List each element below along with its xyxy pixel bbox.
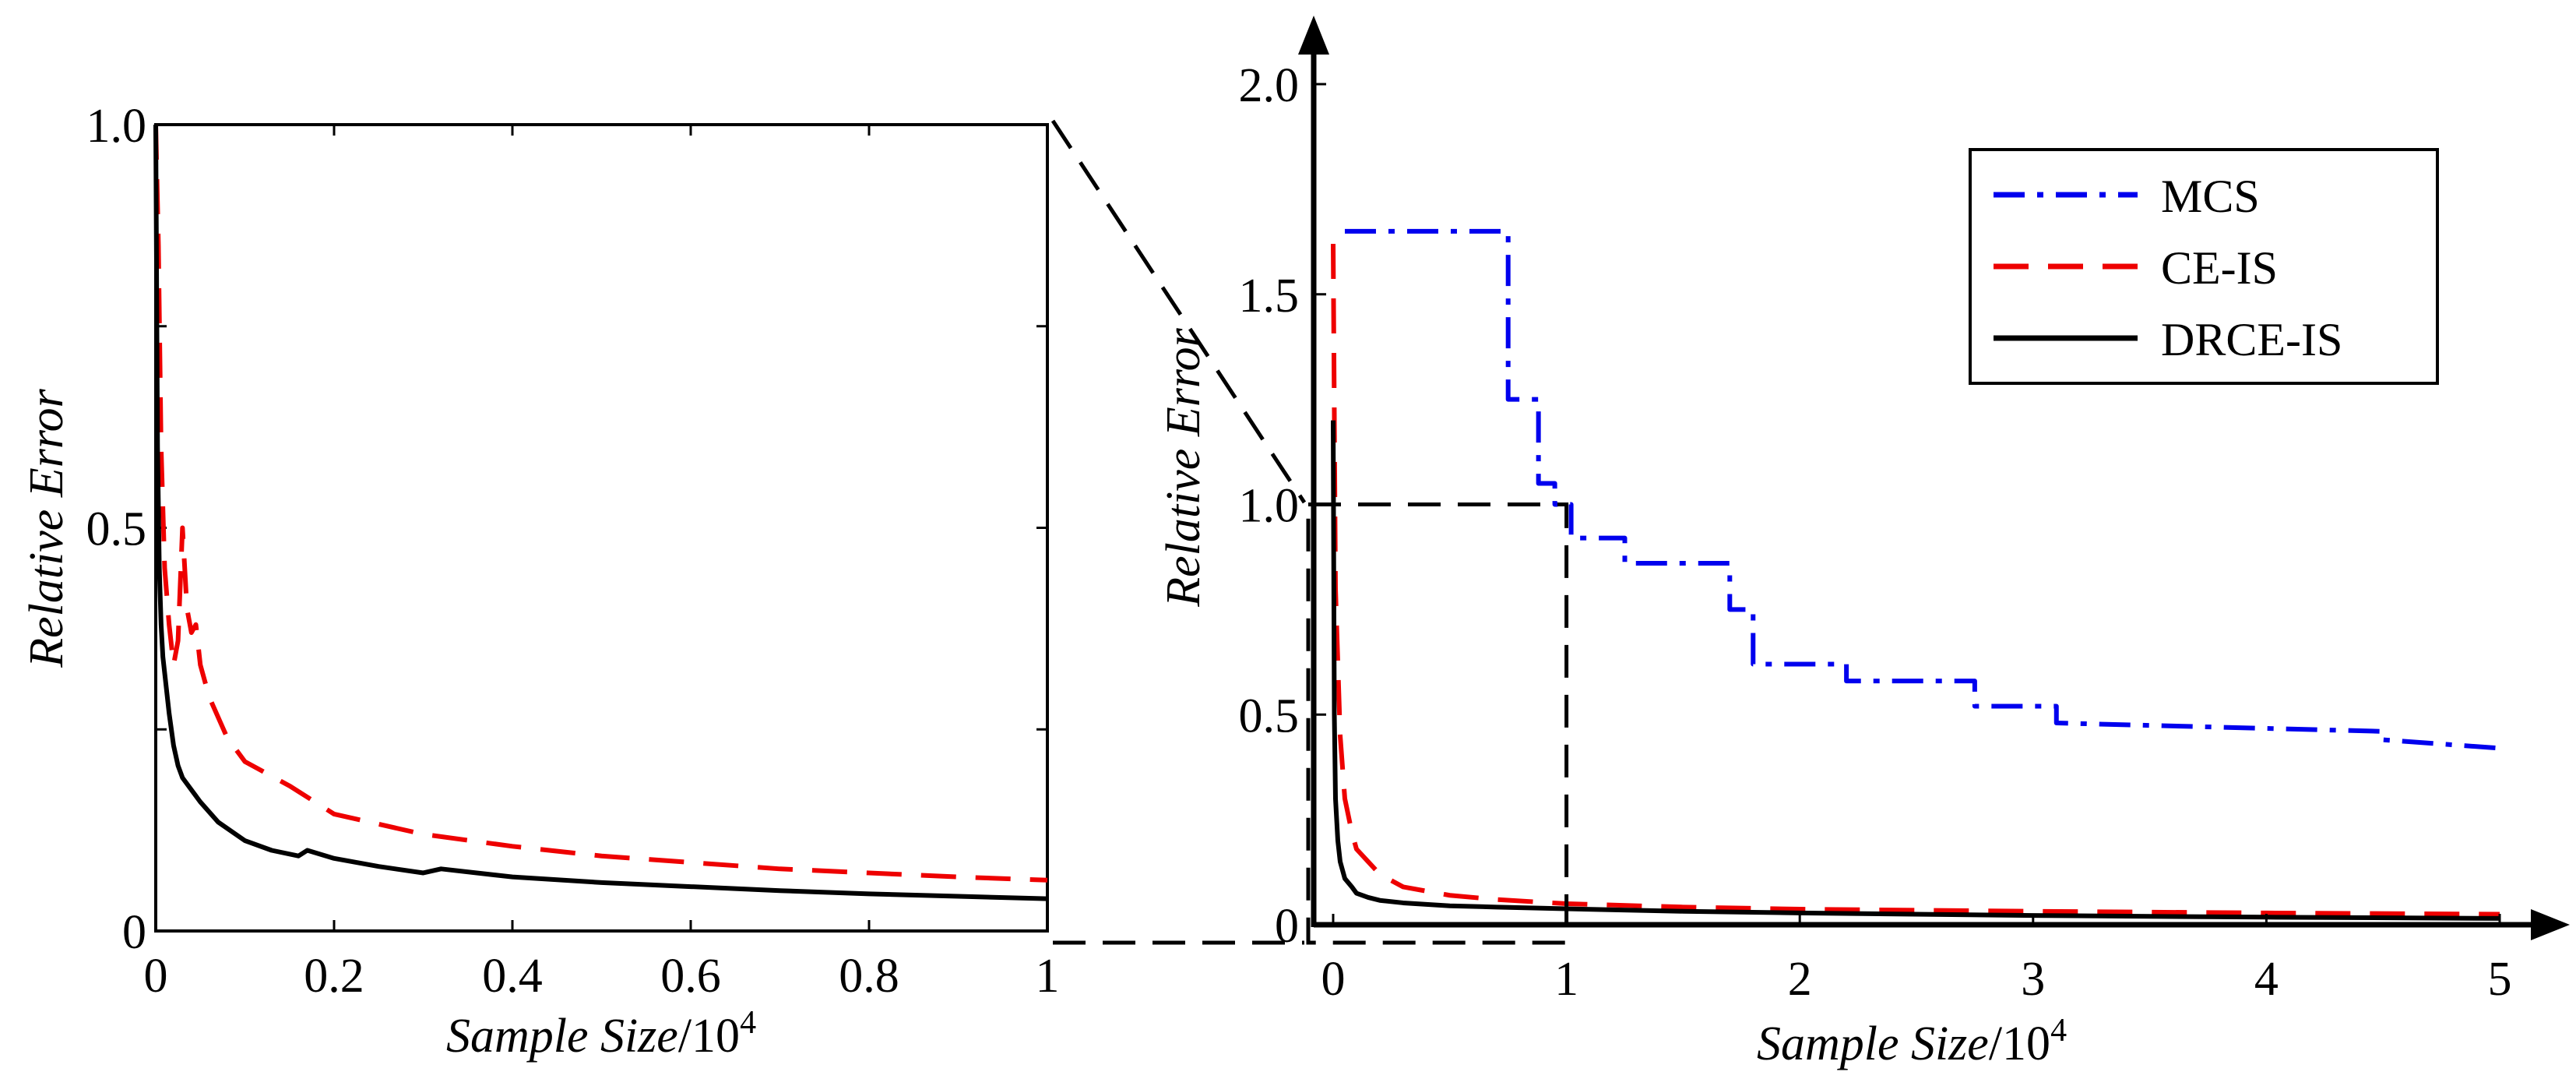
right-series-ceis xyxy=(1331,243,2500,917)
right-series-drceis xyxy=(1331,420,2500,921)
right-y-tick-label: 0 xyxy=(1275,900,1299,953)
left-x-tick-label: 0.4 xyxy=(482,950,543,1003)
left-x-tick-label: 0 xyxy=(144,950,168,1003)
right-y-tick-label: 1.0 xyxy=(1239,480,1300,533)
right-x-tick-label: 5 xyxy=(2488,953,2512,1006)
right-x-tick-label: 2 xyxy=(1788,953,1812,1006)
zoom-connector xyxy=(1050,119,1307,945)
right-y-tick-label: 1.5 xyxy=(1239,270,1300,323)
right-chart: 0 1 2 3 4 5 0 0.5 1.0 1.5 2.0 MCS CE-IS DRCE-IS S… xyxy=(1157,16,2570,1070)
legend: MCS CE-IS DRCE-IS xyxy=(1969,148,2439,385)
left-x-tick-label: 0.8 xyxy=(839,950,899,1003)
left-series-lines xyxy=(153,124,1048,901)
right-x-ticks: 0 1 2 3 4 5 xyxy=(1321,914,2512,1006)
right-series-lines xyxy=(1331,228,2500,921)
legend-label-ceis: CE-IS xyxy=(2161,242,2278,294)
legend-label-mcs: MCS xyxy=(2161,171,2260,222)
left-y-ticks: 0 0.5 1.0 xyxy=(86,100,1047,959)
left-y-axis-label: Relative Error xyxy=(20,388,73,668)
left-chart: 0 0.2 0.4 0.6 0.8 1 0 0.5 1.0 Sample Size/104 R… xyxy=(20,100,1060,1063)
left-y-tick-label: 0.5 xyxy=(86,503,147,556)
left-series-drceis xyxy=(153,124,1048,901)
left-y-tick-label: 1.0 xyxy=(86,100,147,153)
left-x-ticks: 0 0.2 0.4 0.6 0.8 1 xyxy=(144,125,1060,1003)
left-x-tick-label: 0.6 xyxy=(660,950,721,1003)
legend-label-drceis: DRCE-IS xyxy=(2161,314,2342,365)
right-y-tick-label: 2.0 xyxy=(1239,59,1300,112)
right-x-tick-label: 4 xyxy=(2254,953,2279,1006)
left-y-tick-label: 0 xyxy=(122,906,146,959)
left-series-ceis xyxy=(153,124,1048,883)
zoom-connector-top xyxy=(1050,119,1307,504)
left-x-axis-label: Sample Size/104 xyxy=(446,1005,756,1063)
right-x-tick-label: 0 xyxy=(1321,953,1346,1006)
right-y-axis-arrow xyxy=(1298,16,1329,55)
right-y-tick-label: 0.5 xyxy=(1239,689,1300,742)
left-x-tick-label: 0.2 xyxy=(304,950,364,1003)
right-x-axis-label: Sample Size/104 xyxy=(1757,1013,2067,1070)
right-x-tick-label: 3 xyxy=(2021,953,2045,1006)
right-x-tick-label: 1 xyxy=(1554,953,1578,1006)
right-y-axis-label: Relative Error xyxy=(1157,327,1210,607)
right-series-mcs xyxy=(1344,228,2500,751)
right-y-ticks: 0 0.5 1.0 1.5 2.0 xyxy=(1239,59,1326,953)
right-x-axis-arrow xyxy=(2531,909,2570,940)
left-plot-frame xyxy=(154,123,1049,933)
zoom-box xyxy=(1306,502,1569,945)
left-x-tick-label: 1 xyxy=(1036,950,1060,1003)
